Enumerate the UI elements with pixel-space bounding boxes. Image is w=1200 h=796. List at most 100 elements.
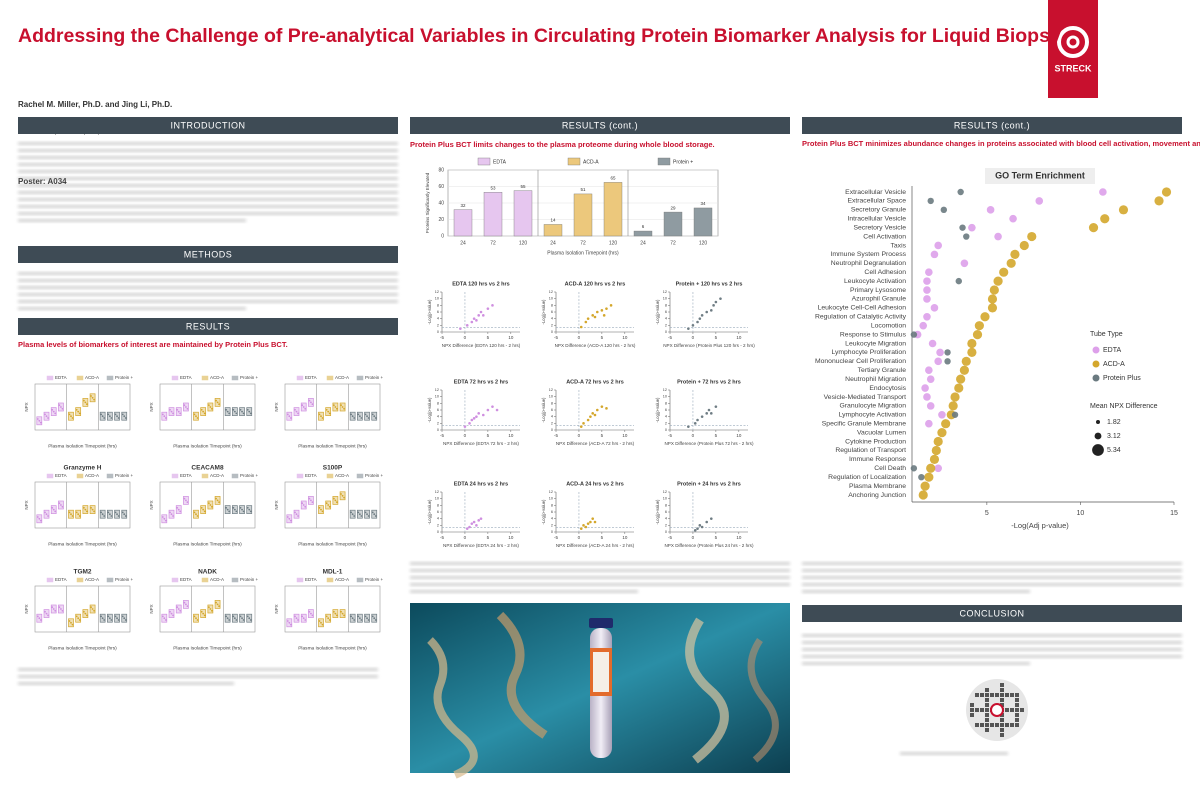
box-point <box>364 413 367 416</box>
box-point <box>121 413 124 416</box>
box-point <box>301 502 304 505</box>
qr-code-cell <box>1000 733 1004 737</box>
box-point <box>38 517 41 520</box>
bar <box>573 193 593 237</box>
box-point <box>310 401 312 404</box>
legend-label: ACD-A <box>583 159 599 165</box>
box-point <box>91 396 94 399</box>
qr-code-cell <box>985 698 989 702</box>
point <box>960 259 969 268</box>
box-point <box>44 413 46 416</box>
point <box>1019 240 1029 251</box>
point <box>923 393 931 401</box>
box-point <box>114 511 117 514</box>
box-point <box>68 413 71 416</box>
box-point <box>218 403 220 406</box>
y-tick-label: 40 <box>438 200 444 206</box>
point <box>719 297 722 300</box>
box-point <box>203 614 206 617</box>
value-label: 55 <box>520 184 526 189</box>
box-point <box>357 511 360 514</box>
box-point <box>226 617 229 620</box>
box-point <box>232 408 235 411</box>
box-point <box>242 412 245 415</box>
box-point <box>320 621 322 624</box>
box-point <box>38 419 41 422</box>
panel-frame <box>284 383 381 431</box>
qr-code-cell <box>975 708 979 712</box>
point <box>687 425 690 428</box>
point <box>920 481 930 491</box>
x-axis-label: Plasma Isolation Timepoint (hrs) <box>173 443 242 449</box>
point <box>698 317 702 320</box>
value-label: 32 <box>460 203 466 208</box>
bar <box>453 209 473 237</box>
legend-swatch <box>356 577 364 583</box>
point <box>972 329 983 340</box>
point <box>940 206 948 214</box>
y-tick-label: 6 <box>551 408 553 412</box>
panel-title: ACD-A 72 hrs vs 2 hrs <box>566 379 624 385</box>
y-tick-label: 10 <box>663 497 667 501</box>
qr-code-cell <box>1000 723 1004 727</box>
y-tick-label: Mononuclear Cell Proliferation <box>815 358 906 365</box>
point <box>910 465 918 472</box>
x-tick-label: 5 <box>601 535 604 540</box>
blurred-text <box>802 562 1182 565</box>
box-point <box>295 513 298 516</box>
y-tick-label: Neutrophil Migration <box>845 376 906 383</box>
y-tick-label: 12 <box>549 490 553 494</box>
y-tick-label: 6 <box>665 408 667 412</box>
panel-title: CEACAM8 <box>191 465 224 472</box>
box-point <box>163 415 166 418</box>
box-point <box>108 513 111 516</box>
y-tick-label: Tertiary Granule <box>858 367 907 374</box>
legend-swatch <box>76 473 84 479</box>
y-axis-label: -Log(p-value) <box>655 299 660 325</box>
x-tick-label: 0 <box>464 335 467 340</box>
y-axis-label: -Log(p-value) <box>427 299 432 325</box>
x-tick-label: 5 <box>487 433 490 438</box>
point <box>1006 258 1016 268</box>
legend-label: ACD-A <box>85 375 99 380</box>
qr-code-cell <box>985 728 989 732</box>
box-point <box>225 506 228 509</box>
x-tick-label: 10 <box>736 335 742 340</box>
panel-title: Protein + 120 hrs vs 2 hrs <box>676 281 743 287</box>
qr-code-cell <box>970 708 974 712</box>
panel-title: Protein + 72 hrs vs 2 hrs <box>677 379 741 385</box>
legend-label: EDTA <box>305 577 317 582</box>
qr-code-cell <box>990 723 994 727</box>
box-point <box>241 410 243 413</box>
box-point <box>239 615 242 618</box>
box-point <box>341 494 344 497</box>
y-tick-label: 12 <box>663 490 667 494</box>
y-tick-label: 0 <box>551 330 553 334</box>
box-point <box>203 510 206 513</box>
point <box>691 324 695 327</box>
box-point <box>308 399 311 402</box>
point <box>980 312 990 322</box>
point <box>579 425 583 428</box>
point <box>967 347 977 358</box>
y-axis-label: -Log(p-value) <box>655 499 660 525</box>
box-point <box>248 617 251 620</box>
x-axis-label: Plasma Isolation Timepoint (hrs) <box>547 250 619 256</box>
x-axis-label: Plasma Isolation Timepoint (hrs) <box>173 645 242 651</box>
box-point <box>77 410 80 413</box>
y-tick-label: Lymphocyte Activation <box>839 412 907 419</box>
box-point <box>121 511 124 514</box>
y-tick-label: Vacuolar Lumen <box>857 429 906 436</box>
box-point <box>288 415 291 418</box>
box-point <box>366 415 368 418</box>
box-point <box>311 501 314 504</box>
box-point <box>84 508 87 511</box>
point <box>475 524 478 527</box>
box-point <box>334 499 337 502</box>
legend-swatch <box>171 375 179 381</box>
qr-code-cell <box>980 723 984 727</box>
x-tick-label: 10 <box>508 335 514 340</box>
box-point <box>47 417 49 419</box>
section-header: RESULTS (cont.) <box>954 120 1030 130</box>
y-tick-label: Endocytosis <box>869 385 906 392</box>
